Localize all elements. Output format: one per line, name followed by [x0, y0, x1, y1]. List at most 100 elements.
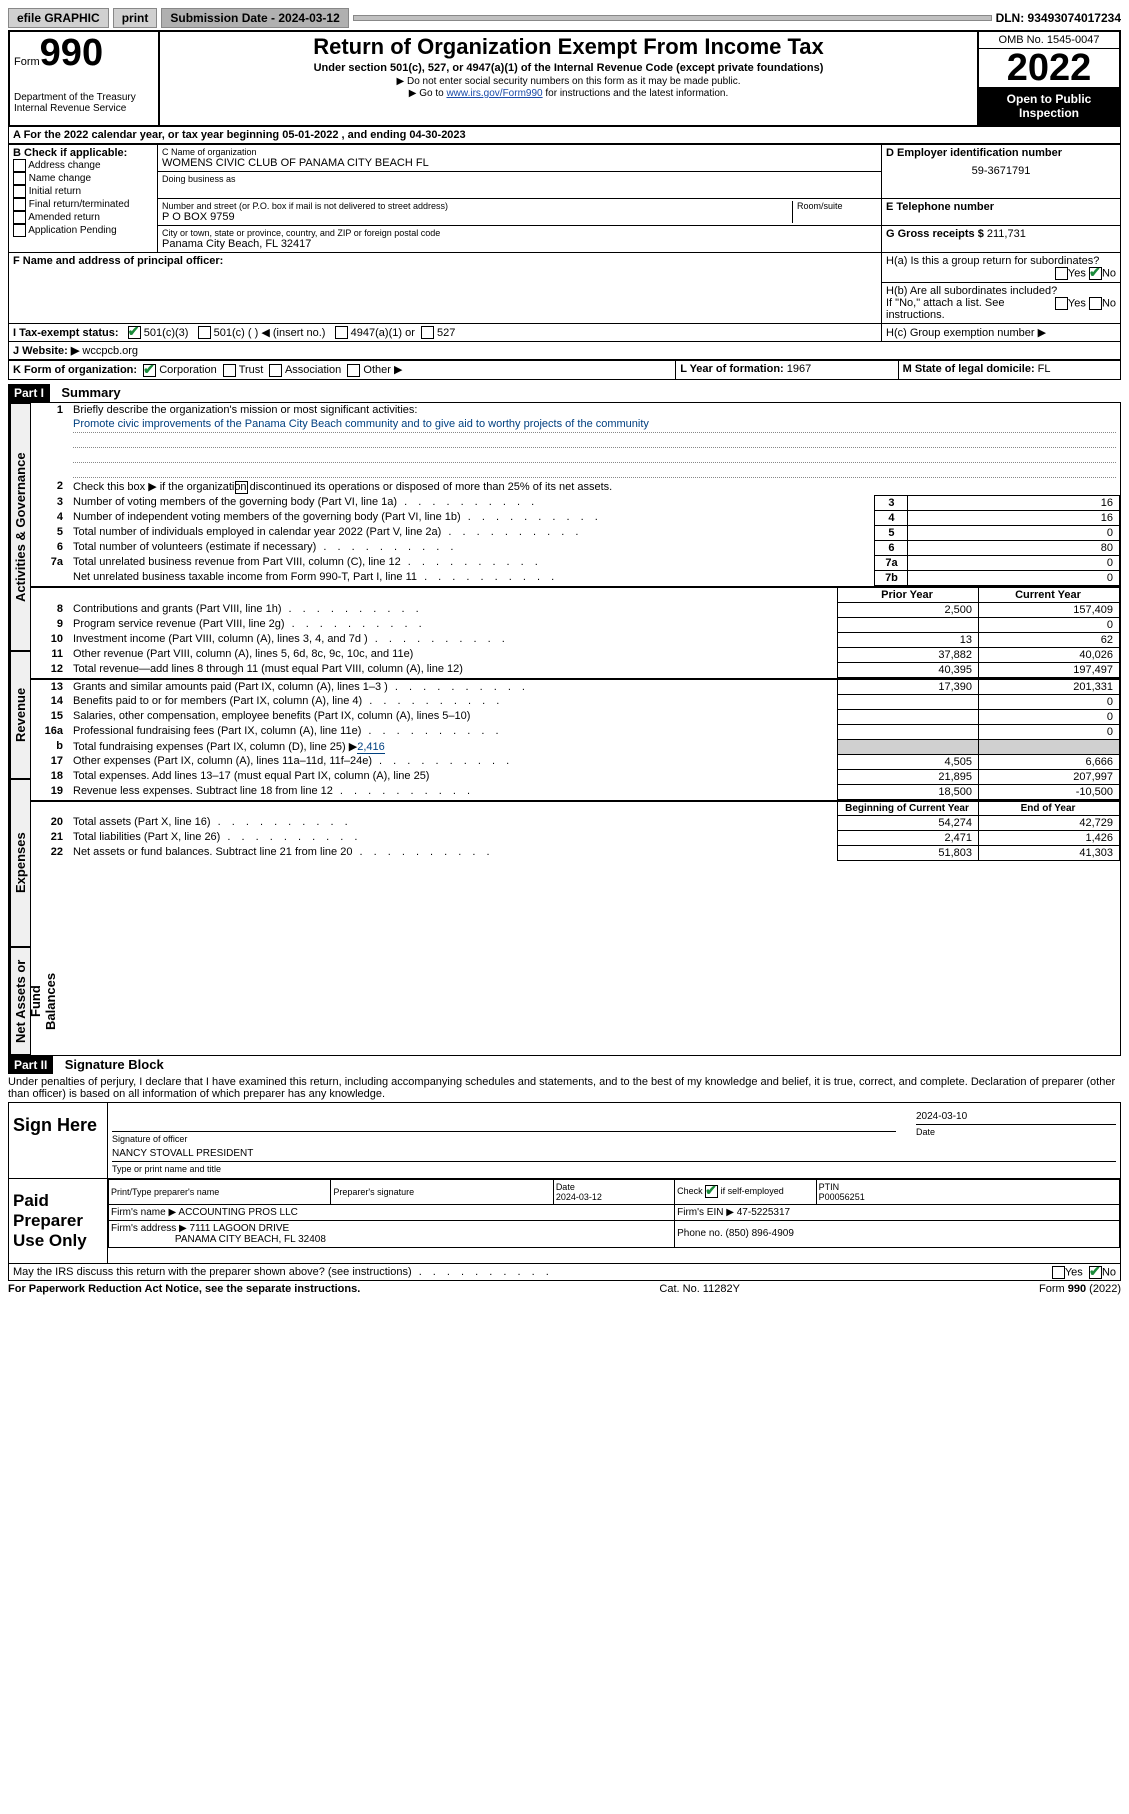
vertical-labels: Activities & Governance Revenue Expenses… [9, 403, 31, 1055]
c13: 201,331 [979, 679, 1120, 695]
cb-corp[interactable] [143, 364, 156, 377]
cb-l2[interactable] [235, 481, 248, 494]
cb-self-employed[interactable] [705, 1185, 718, 1198]
opt-amended: Amended return [28, 212, 100, 223]
cb-501c[interactable] [198, 326, 211, 339]
firm-name-lbl: Firm's name ▶ [111, 1207, 176, 1218]
prep-date-lbl: Date [556, 1182, 575, 1192]
prep-sig-lbl: Preparer's signature [331, 1179, 553, 1204]
v7b: 0 [908, 570, 1120, 585]
p18: 21,895 [838, 769, 979, 784]
p14 [838, 694, 979, 709]
line-a-begin: 05-01-2022 [282, 129, 338, 141]
c9: 0 [979, 617, 1120, 632]
c16b-shaded [979, 739, 1120, 754]
print-button[interactable]: print [113, 8, 158, 28]
cb-final[interactable] [13, 198, 26, 211]
v7a: 0 [908, 555, 1120, 570]
v3: 16 [908, 495, 1120, 510]
l2-text: Check this box ▶ if the organization dis… [73, 481, 612, 493]
l18-text: Total expenses. Add lines 13–17 (must eq… [69, 769, 838, 784]
goto-line: ▶ Go to www.irs.gov/Form990 for instruct… [166, 88, 971, 99]
street-value: P O BOX 9759 [162, 211, 792, 223]
line-a-end: 04-30-2023 [409, 129, 465, 141]
box-l-lbl: L Year of formation: [680, 363, 787, 375]
l8-text: Contributions and grants (Part VIII, lin… [69, 602, 838, 617]
c15: 0 [979, 709, 1120, 724]
l5-text: Total number of individuals employed in … [69, 525, 875, 540]
opt-corp: Corporation [159, 364, 216, 376]
cb-ha-yes[interactable] [1055, 267, 1068, 280]
vlabel-netassets: Net Assets or Fund Balances [9, 947, 31, 1055]
prep-date-val: 2024-03-12 [556, 1192, 602, 1202]
expenses-table: 13Grants and similar amounts paid (Part … [31, 678, 1120, 800]
goto-link[interactable]: www.irs.gov/Form990 [446, 88, 542, 99]
vlabel-governance: Activities & Governance [9, 403, 31, 651]
cb-501c3[interactable] [128, 326, 141, 339]
sign-here-block: Sign Here Signature of officer 2024-03-1… [8, 1102, 1121, 1179]
box-g-lbl: G Gross receipts $ [886, 228, 987, 240]
revenue-table: Prior YearCurrent Year 8Contributions an… [31, 586, 1120, 678]
l6-text: Total number of volunteers (estimate if … [69, 540, 875, 555]
cb-4947[interactable] [335, 326, 348, 339]
opt-527: 527 [437, 327, 455, 339]
cb-other[interactable] [347, 364, 360, 377]
tax-year: 2022 [979, 49, 1119, 88]
cb-ha-no[interactable] [1089, 267, 1102, 280]
box-ha: H(a) Is this a group return for subordin… [886, 255, 1099, 267]
line-a-text: A For the 2022 calendar year, or tax yea… [13, 129, 282, 141]
header-mid: Return of Organization Exempt From Incom… [160, 32, 977, 125]
c19: -10,500 [979, 784, 1120, 799]
box-j-lbl: J Website: ▶ [13, 345, 79, 357]
box-m-lbl: M State of legal domicile: [903, 363, 1038, 375]
p19: 18,500 [838, 784, 979, 799]
l12-text: Total revenue—add lines 8 through 11 (mu… [69, 662, 838, 677]
eoy-hdr: End of Year [979, 801, 1120, 816]
box-b-label: B Check if applicable: [13, 147, 153, 159]
part2-badge: Part II [8, 1056, 53, 1074]
l1-text: Briefly describe the organization's miss… [69, 403, 1120, 417]
cb-discuss-no[interactable] [1089, 1266, 1102, 1279]
part2-header: Part II Signature Block [8, 1056, 1121, 1074]
l4-text: Number of independent voting members of … [69, 510, 875, 525]
cb-pending[interactable] [13, 224, 26, 237]
ssn-warning: ▶ Do not enter social security numbers o… [166, 76, 971, 87]
sig-officer-line [112, 1109, 896, 1132]
form-word: Form [14, 56, 40, 68]
cb-hb-no[interactable] [1089, 297, 1102, 310]
cb-discuss-yes[interactable] [1052, 1266, 1065, 1279]
cb-hb-yes[interactable] [1055, 297, 1068, 310]
l19-text: Revenue less expenses. Subtract line 18 … [69, 784, 838, 799]
cb-527[interactable] [421, 326, 434, 339]
box-k-lbl: K Form of organization: [13, 364, 137, 376]
cb-trust[interactable] [223, 364, 236, 377]
cb-amended[interactable] [13, 211, 26, 224]
discuss-no: No [1102, 1266, 1116, 1278]
l7b-text: Net unrelated business taxable income fr… [69, 570, 875, 585]
cb-address-change[interactable] [13, 159, 26, 172]
l3-text: Number of voting members of the governin… [69, 495, 875, 510]
l17-text: Other expenses (Part IX, column (A), lin… [69, 754, 838, 769]
firm-addr-lbl: Firm's address ▶ [111, 1223, 187, 1234]
if-se-lbl: if self-employed [721, 1186, 784, 1196]
header-right: OMB No. 1545-0047 2022 Open to Public In… [977, 32, 1119, 125]
form-number: 990 [40, 32, 103, 74]
ptin-val: P00056251 [819, 1192, 865, 1202]
preparer-table: Print/Type preparer's name Preparer's si… [108, 1179, 1120, 1248]
hb-yes: Yes [1068, 297, 1086, 309]
hb-no: No [1102, 297, 1116, 309]
cb-assoc[interactable] [269, 364, 282, 377]
discuss-row: May the IRS discuss this return with the… [8, 1264, 1121, 1281]
officer-value [13, 267, 877, 317]
phone-val: (850) 896-4909 [726, 1228, 794, 1239]
ein-value: 59-3671791 [886, 165, 1116, 177]
cb-name-change[interactable] [13, 172, 26, 185]
begin-hdr: Beginning of Current Year [838, 801, 979, 816]
prior-hdr: Prior Year [838, 587, 979, 603]
p22: 51,803 [838, 845, 979, 860]
goto-post: for instructions and the latest informat… [543, 88, 729, 99]
goto-pre: ▶ Go to [409, 88, 447, 99]
cb-initial[interactable] [13, 185, 26, 198]
box-hc: H(c) Group exemption number ▶ [882, 323, 1121, 342]
dba-lbl: Doing business as [162, 174, 877, 184]
